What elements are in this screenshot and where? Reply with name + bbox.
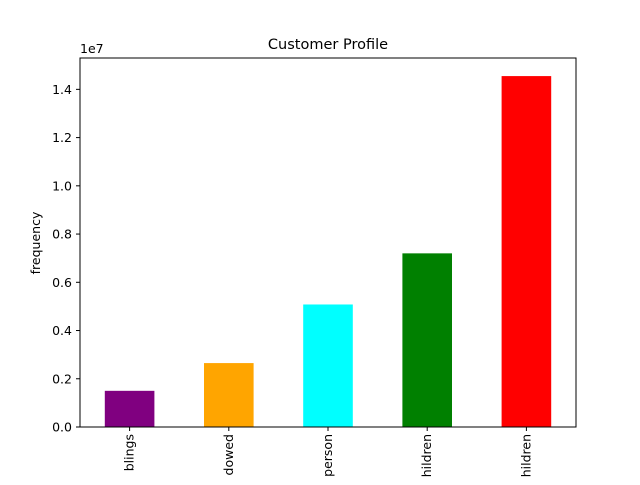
y-tick-label-1: 0.2 — [52, 371, 72, 386]
y-tick-label-5: 1.0 — [52, 178, 72, 193]
y-axis: 0.0 0.2 0.4 0.6 0.8 1.0 1.2 1.4 — [52, 82, 80, 435]
y-tick-label-7: 1.4 — [52, 82, 72, 97]
x-tick-label-0: blings — [122, 434, 137, 471]
x-tick-label-1: dowed — [221, 434, 236, 475]
x-tick-label-2: person — [320, 434, 335, 477]
y-tick-label-6: 1.2 — [52, 130, 72, 145]
x-axis: blings dowed person hildren hildren — [122, 427, 533, 477]
y-tick-label-3: 0.6 — [52, 275, 72, 290]
x-tick-label-4: hildren — [518, 434, 533, 477]
y-tick-label-4: 0.8 — [52, 227, 72, 242]
bar-3 — [402, 253, 452, 427]
bar-1 — [204, 363, 254, 427]
bar-0 — [104, 390, 155, 427]
bar-4 — [501, 76, 552, 428]
y-tick-label-2: 0.4 — [52, 323, 72, 338]
y-axis-offset-label: 1e7 — [80, 41, 104, 56]
x-tick-label-3: hildren — [419, 434, 434, 477]
chart-title: Customer Profile — [268, 37, 388, 53]
plot-frame — [79, 57, 577, 428]
bar-2 — [303, 304, 353, 427]
bars-layer — [104, 76, 552, 428]
y-axis-label: frequency — [28, 211, 43, 274]
y-tick-label-0: 0.0 — [52, 420, 72, 435]
